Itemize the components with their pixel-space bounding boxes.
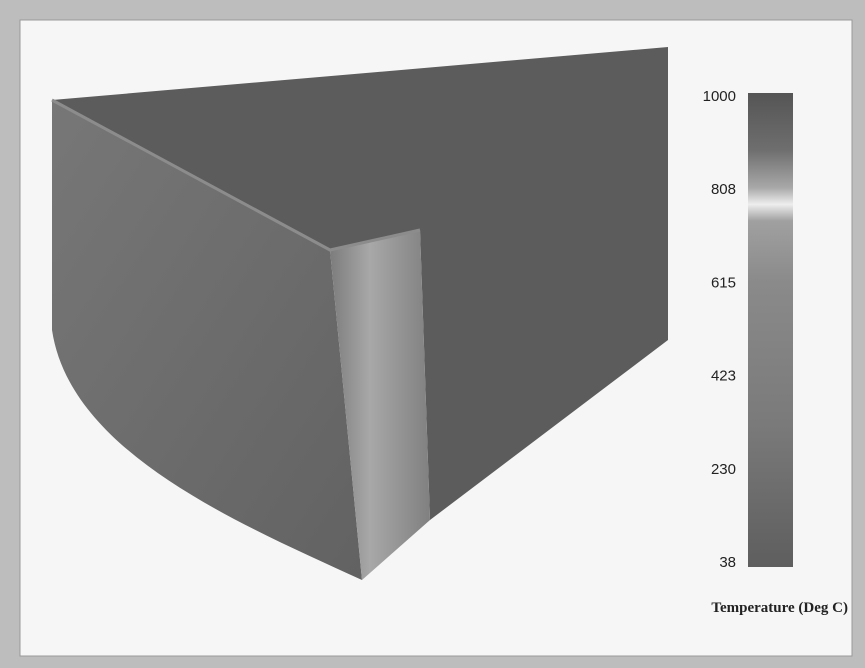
tick-label: 38 — [719, 554, 736, 571]
tick-label: 423 — [711, 367, 736, 384]
tick-label: 1000 — [703, 88, 736, 105]
tick-label: 615 — [711, 274, 736, 291]
colorbar — [748, 93, 793, 567]
colorbar-label: Temperature (Deg C) — [711, 600, 848, 616]
page: 100080861542323038 Temperature (Deg C) (… — [0, 0, 865, 668]
figure: 1000 808 615 423 230 38 Temperature (Deg C) — [0, 0, 865, 668]
tick-label: 808 — [711, 181, 736, 198]
tick-label: 230 — [711, 461, 736, 478]
